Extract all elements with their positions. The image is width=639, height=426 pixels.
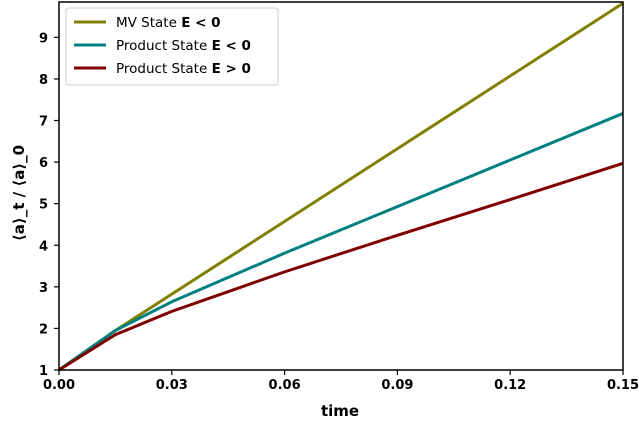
legend-entry-name: Product State [116, 61, 212, 77]
y-tick-label: 6 [39, 156, 48, 171]
legend-box [65, 7, 279, 86]
y-tick-label: 8 [39, 73, 48, 88]
legend-entry-2: Product State E < 0 [116, 38, 251, 54]
legend-entry-1: MV State E < 0 [116, 15, 221, 31]
x-tick-label: 0.12 [494, 378, 526, 393]
y-tick-label: 4 [39, 239, 48, 254]
x-tick-label: 0.15 [607, 378, 639, 393]
x-tick-label: 0.09 [381, 378, 413, 393]
y-tick-label: 7 [39, 115, 48, 130]
chart-marks [58, 1, 624, 372]
y-tick-label: 3 [39, 281, 48, 296]
legend-entry-condition: E < 0 [181, 15, 220, 31]
series-line-3 [58, 161, 624, 372]
y-tick-label: 1 [39, 364, 48, 379]
y-tick-label: 5 [39, 198, 48, 213]
legend-entry-name: Product State [116, 38, 212, 54]
x-tick-label: 0.06 [269, 378, 301, 393]
legend-entry-condition: E > 0 [212, 61, 251, 77]
series-line-2 [58, 112, 624, 372]
y-tick-label: 2 [39, 322, 48, 337]
x-axis-label: time [321, 402, 359, 420]
y-tick-label: 9 [39, 31, 48, 46]
chart-axes: 0.00 0.03 0.06 0.09 0.12 0.15 1 2 3 4 5 6 7 8 9 [39, 1, 639, 393]
x-tick-label: 0.00 [43, 378, 75, 393]
plot-frame [58, 1, 624, 371]
y-axis-label: ⟨a⟩_t / ⟨a⟩_0 [10, 145, 28, 241]
x-tick-label: 0.03 [156, 378, 188, 393]
legend-entry-condition: E < 0 [212, 38, 251, 54]
legend-entry-name: MV State [116, 15, 181, 31]
y-axis-label-text: ⟨a⟩_t / ⟨a⟩_0 [10, 145, 28, 241]
legend-entry-3: Product State E > 0 [116, 61, 251, 77]
